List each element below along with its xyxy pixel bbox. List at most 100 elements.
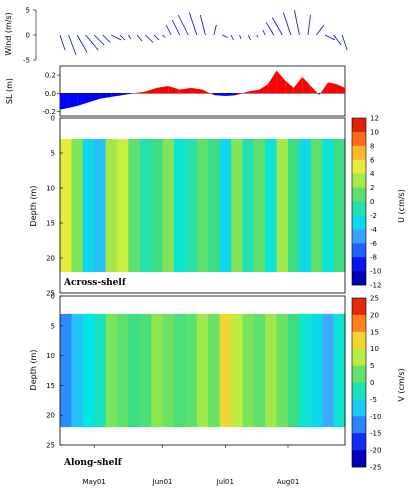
wind-stick	[136, 34, 143, 42]
colorbar-swatch	[352, 433, 366, 451]
heatmap-column	[231, 139, 243, 272]
depth-tick-label: 20	[46, 255, 55, 263]
wind-panel: Wind (m/s) 5 0 -5	[4, 7, 348, 65]
depth-tick-label: 0	[51, 115, 55, 123]
heatmap-column	[333, 313, 346, 428]
heatmap-column	[185, 313, 198, 428]
sealevel-segment	[77, 93, 89, 106]
wind-stick	[262, 29, 266, 36]
heatmap-column	[82, 313, 95, 428]
heatmap-column	[128, 139, 141, 272]
heatmap-column	[94, 313, 107, 428]
wind-stick	[341, 34, 348, 51]
wind-stick	[171, 19, 181, 36]
depth-tick-label: 15	[46, 220, 55, 228]
month-tick-label: Aug01	[277, 478, 300, 486]
along-shelf-ylabel: Depth (m)	[29, 350, 38, 391]
sealevel-segment	[285, 80, 294, 94]
wind-ylabel: Wind (m/s)	[4, 12, 13, 56]
colorbar-swatch	[352, 215, 366, 230]
heatmap-column	[333, 139, 346, 272]
colorbar-swatch	[352, 145, 366, 161]
heatmap-column	[151, 313, 164, 428]
heatmap-column	[174, 139, 186, 272]
sealevel-segment	[310, 86, 320, 96]
heatmap-column	[288, 313, 300, 428]
heatmap-column	[139, 139, 152, 272]
colorbar-swatch	[352, 243, 366, 258]
wind-stick	[59, 34, 66, 51]
across-shelf-yticks: 0 5 10 15 20 25	[46, 115, 63, 298]
colorbar-swatch	[352, 416, 366, 434]
colorbar-tick-label: -6	[370, 240, 378, 248]
heatmap-column	[288, 139, 300, 272]
heatmap-column	[253, 313, 266, 428]
heatmap-column	[208, 139, 221, 272]
colorbar-tick-label: -12	[370, 282, 381, 290]
colorbar-swatch	[352, 298, 366, 316]
colorbar-tick-label: 0	[370, 198, 374, 206]
colorbar-tick-label: -10	[370, 413, 381, 421]
colorbar-tick-label: 10	[370, 128, 379, 136]
wind-stick	[271, 17, 283, 36]
sealevel-segment	[225, 93, 237, 96]
wind-yticks: 5 0 -5	[23, 7, 37, 65]
heatmap-column	[60, 139, 72, 272]
sealevel-segment	[259, 84, 269, 94]
sealevel-segment	[336, 84, 345, 94]
heatmap-column	[94, 139, 107, 272]
depth-tick-label: 5	[51, 322, 55, 330]
colorbar-swatch	[352, 399, 366, 417]
wind-stick	[145, 34, 154, 43]
wind-stick	[128, 34, 132, 40]
wind-sticks	[59, 9, 348, 56]
wind-stick	[239, 34, 242, 40]
wind-stick	[324, 34, 336, 41]
sealevel-segment	[268, 70, 277, 94]
sealevel-segment	[156, 86, 169, 94]
heatmap-column	[265, 313, 278, 428]
sealevel-segment	[122, 93, 135, 96]
month-tick-label: Jun01	[152, 478, 173, 486]
wind-ytick-label: -5	[23, 57, 30, 65]
wind-stick	[111, 34, 122, 41]
along-shelf-frame	[59, 295, 346, 446]
wind-stick	[93, 34, 105, 46]
across-shelf-heatmap	[60, 139, 346, 272]
wind-stick	[119, 34, 126, 41]
across-shelf-colorbar: 12 10 8 6 4 2 0 -2 -4 -6 -8 -10 -12	[351, 115, 381, 290]
depth-tick-label: 0	[51, 293, 55, 301]
wind-stick	[307, 14, 311, 36]
heatmap-column	[117, 313, 129, 428]
heatmap-column	[71, 313, 84, 428]
wind-stick	[294, 9, 300, 36]
sealevel-segment	[68, 93, 78, 108]
depth-tick-label: 10	[46, 352, 55, 360]
wind-stick	[188, 12, 198, 36]
heatmap-column	[322, 139, 335, 272]
sealevel-yticks: 0.2 0.0 -0.2	[42, 72, 60, 116]
colorbar-swatch	[352, 450, 366, 468]
month-tick-label: May01	[83, 478, 106, 486]
across-shelf-label: Across-shelf	[63, 278, 127, 288]
colorbar-tick-label: 15	[370, 328, 379, 336]
depth-tick-label: 15	[46, 382, 55, 390]
along-shelf-heatmap	[60, 313, 346, 428]
colorbar-tick-label: -4	[370, 226, 378, 234]
colorbar-tick-label: 12	[370, 115, 379, 123]
heatmap-column	[128, 313, 141, 428]
along-shelf-colorbar: 25 20 15 10 5 0 -5 -10 -15 -20 -25	[351, 295, 381, 472]
heatmap-column	[174, 313, 186, 428]
heatmap-column	[60, 313, 72, 428]
wind-stick	[76, 34, 88, 53]
sealevel-ytick-label: 0.0	[45, 90, 56, 98]
colorbar-swatch	[352, 187, 366, 202]
wind-stick	[102, 34, 111, 43]
sealevel-segment	[276, 70, 286, 94]
heatmap-column	[139, 313, 152, 428]
depth-tick-label: 20	[46, 412, 55, 420]
depth-tick-label: 25	[46, 290, 55, 298]
sealevel-segment	[213, 93, 226, 96]
